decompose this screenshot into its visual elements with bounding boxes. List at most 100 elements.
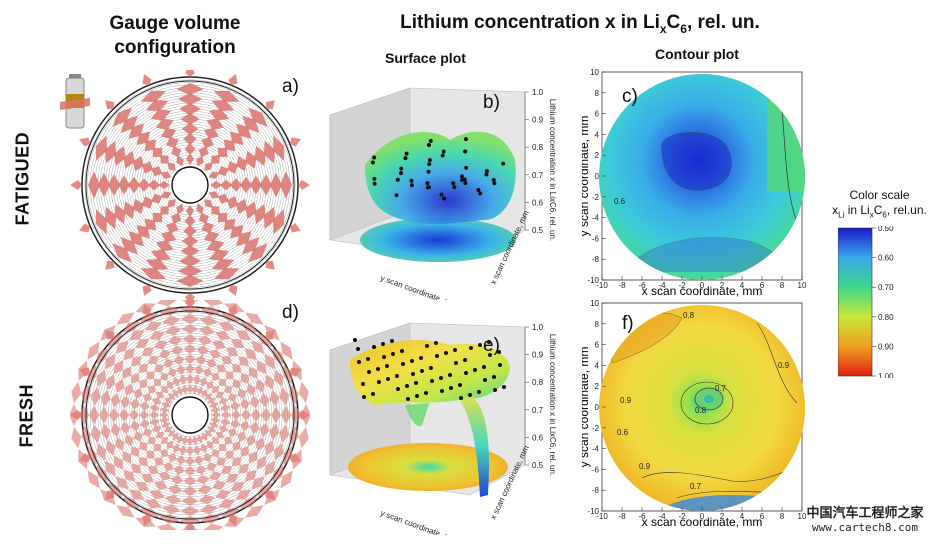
svg-text:0.80: 0.80 [878, 313, 894, 322]
contour-f-x-label: x scan coordinate, mm [642, 515, 763, 529]
svg-text:-6: -6 [638, 512, 646, 521]
svg-text:0.5: 0.5 [532, 226, 544, 235]
watermark: 中国汽车工程师之家 www.cartech8.com [806, 505, 924, 534]
gauge-volume-title: Gauge volume configuration [90, 12, 260, 60]
svg-text:1.0: 1.0 [532, 88, 544, 97]
contour-plot-heading: Contour plot [655, 46, 739, 62]
svg-text:10: 10 [798, 281, 807, 290]
svg-text:-4: -4 [658, 512, 666, 521]
svg-text:4: 4 [595, 130, 600, 139]
svg-text:4: 4 [740, 281, 745, 290]
colorbar: 0.50 0.60 0.70 0.80 0.90 1.00 [838, 226, 894, 378]
surface-base-projection [360, 218, 516, 262]
svg-text:-2: -2 [592, 424, 600, 433]
contour-c-label: 0.6 [614, 197, 626, 206]
svg-text:2: 2 [720, 512, 725, 521]
svg-text:0: 0 [595, 172, 600, 181]
surface-z-axis-label-fresh: Lithium concentration x in LixC6, rel. u… [548, 334, 557, 476]
svg-text:8: 8 [780, 512, 785, 521]
surface-mesh-fresh [350, 340, 510, 405]
svg-text:0.6: 0.6 [532, 433, 544, 442]
svg-text:0.6: 0.6 [532, 198, 544, 207]
svg-text:1.00: 1.00 [878, 372, 894, 378]
svg-text:0.5: 0.5 [532, 461, 544, 470]
panel-label-c: c) [622, 86, 638, 107]
svg-text:-8: -8 [592, 486, 600, 495]
contour-c-x-label: x scan coordinate, mm [642, 284, 763, 298]
svg-text:2: 2 [595, 151, 600, 160]
gauge-title-line2: configuration [114, 37, 236, 58]
row-label-fresh: FRESH [16, 383, 37, 448]
contour-f-label-7: 0.9 [639, 462, 651, 471]
svg-text:0.70: 0.70 [878, 283, 894, 292]
svg-text:-2: -2 [592, 193, 600, 202]
svg-text:0: 0 [700, 512, 705, 521]
svg-text:4: 4 [595, 361, 600, 370]
svg-text:0.9: 0.9 [532, 116, 544, 125]
svg-text:-8: -8 [618, 512, 626, 521]
surface-y-axis-label: y scan coordinate, mm [379, 273, 458, 300]
svg-text:0.9: 0.9 [532, 351, 544, 360]
surface-base-projection-fresh [348, 443, 508, 491]
svg-text:0.50: 0.50 [878, 226, 894, 233]
row-label-fatigued: FATIGUED [12, 131, 33, 226]
surface-plot-fatigued: 1.0 0.9 0.8 0.7 0.6 0.5 Lithium concentration… [329, 87, 557, 300]
svg-text:-2: -2 [678, 512, 686, 521]
main-title: Lithium concentration x in LixC6, rel. u… [400, 12, 760, 36]
gauge-diagram-fatigued [70, 70, 310, 300]
contour-f-label-3: 0.9 [620, 396, 632, 405]
svg-text:-2: -2 [678, 281, 686, 290]
panel-label-d: d) [282, 302, 299, 323]
svg-text:6: 6 [760, 281, 765, 290]
contour-f-label-2: 0.9 [778, 361, 790, 370]
gauge-diagram-fresh [70, 300, 310, 530]
svg-text:-4: -4 [592, 214, 600, 223]
gauge-title-line1: Gauge volume [109, 13, 241, 34]
surface-plot-heading: Surface plot [385, 50, 466, 66]
svg-text:8: 8 [595, 320, 600, 329]
svg-text:-10: -10 [587, 507, 599, 516]
svg-text:-8: -8 [618, 281, 626, 290]
svg-text:2: 2 [595, 382, 600, 391]
svg-text:-10: -10 [596, 512, 608, 521]
svg-text:0.90: 0.90 [878, 342, 894, 351]
panel-label-b: b) [483, 92, 500, 113]
contour-c-y-label: y scan coordinate, mm [582, 116, 591, 237]
contour-f-y-label: y scan coordinate, mm [582, 347, 591, 468]
svg-text:-4: -4 [658, 281, 666, 290]
svg-text:-10: -10 [596, 281, 608, 290]
svg-text:1.0: 1.0 [532, 323, 544, 332]
contour-f-label-6: 0.6 [617, 428, 629, 437]
svg-text:0: 0 [700, 281, 705, 290]
contour-f-label-4: 0.7 [715, 384, 727, 393]
contour-plot-fresh: -10 -8 -6 -4 -2 0 2 4 6 8 10 10 8 6 4 2 0 -2 -4 -6 -8 -10 0.8… [582, 299, 807, 529]
svg-text:6: 6 [760, 512, 765, 521]
svg-text:4: 4 [740, 512, 745, 521]
svg-text:0.60: 0.60 [878, 254, 894, 263]
svg-text:6: 6 [595, 341, 600, 350]
contour-f-label-1: 0.8 [683, 311, 695, 320]
svg-text:8: 8 [780, 281, 785, 290]
panel-label-f: f) [622, 313, 634, 334]
svg-text:0.7: 0.7 [532, 171, 544, 180]
svg-text:8: 8 [595, 89, 600, 98]
svg-text:6: 6 [595, 110, 600, 119]
svg-text:-4: -4 [592, 445, 600, 454]
svg-text:-6: -6 [592, 234, 600, 243]
svg-text:0.8: 0.8 [532, 143, 544, 152]
svg-text:10: 10 [798, 512, 807, 521]
svg-text:0: 0 [595, 403, 600, 412]
svg-text:-6: -6 [638, 281, 646, 290]
battery-cell-icon [60, 74, 90, 129]
svg-text:0.8: 0.8 [532, 378, 544, 387]
contour-f-label-5: 0.8 [695, 406, 707, 415]
svg-text:-8: -8 [592, 255, 600, 264]
svg-text:2: 2 [720, 281, 725, 290]
svg-text:-10: -10 [587, 276, 599, 285]
svg-text:-6: -6 [592, 465, 600, 474]
svg-text:10: 10 [590, 68, 599, 77]
surface-z-axis-label: Lithium concentration x in LixC6, rel. u… [548, 99, 557, 241]
colorbar-bar [838, 227, 873, 377]
contour-f-label-8: 0.7 [690, 482, 702, 491]
surface-mesh [365, 131, 516, 225]
